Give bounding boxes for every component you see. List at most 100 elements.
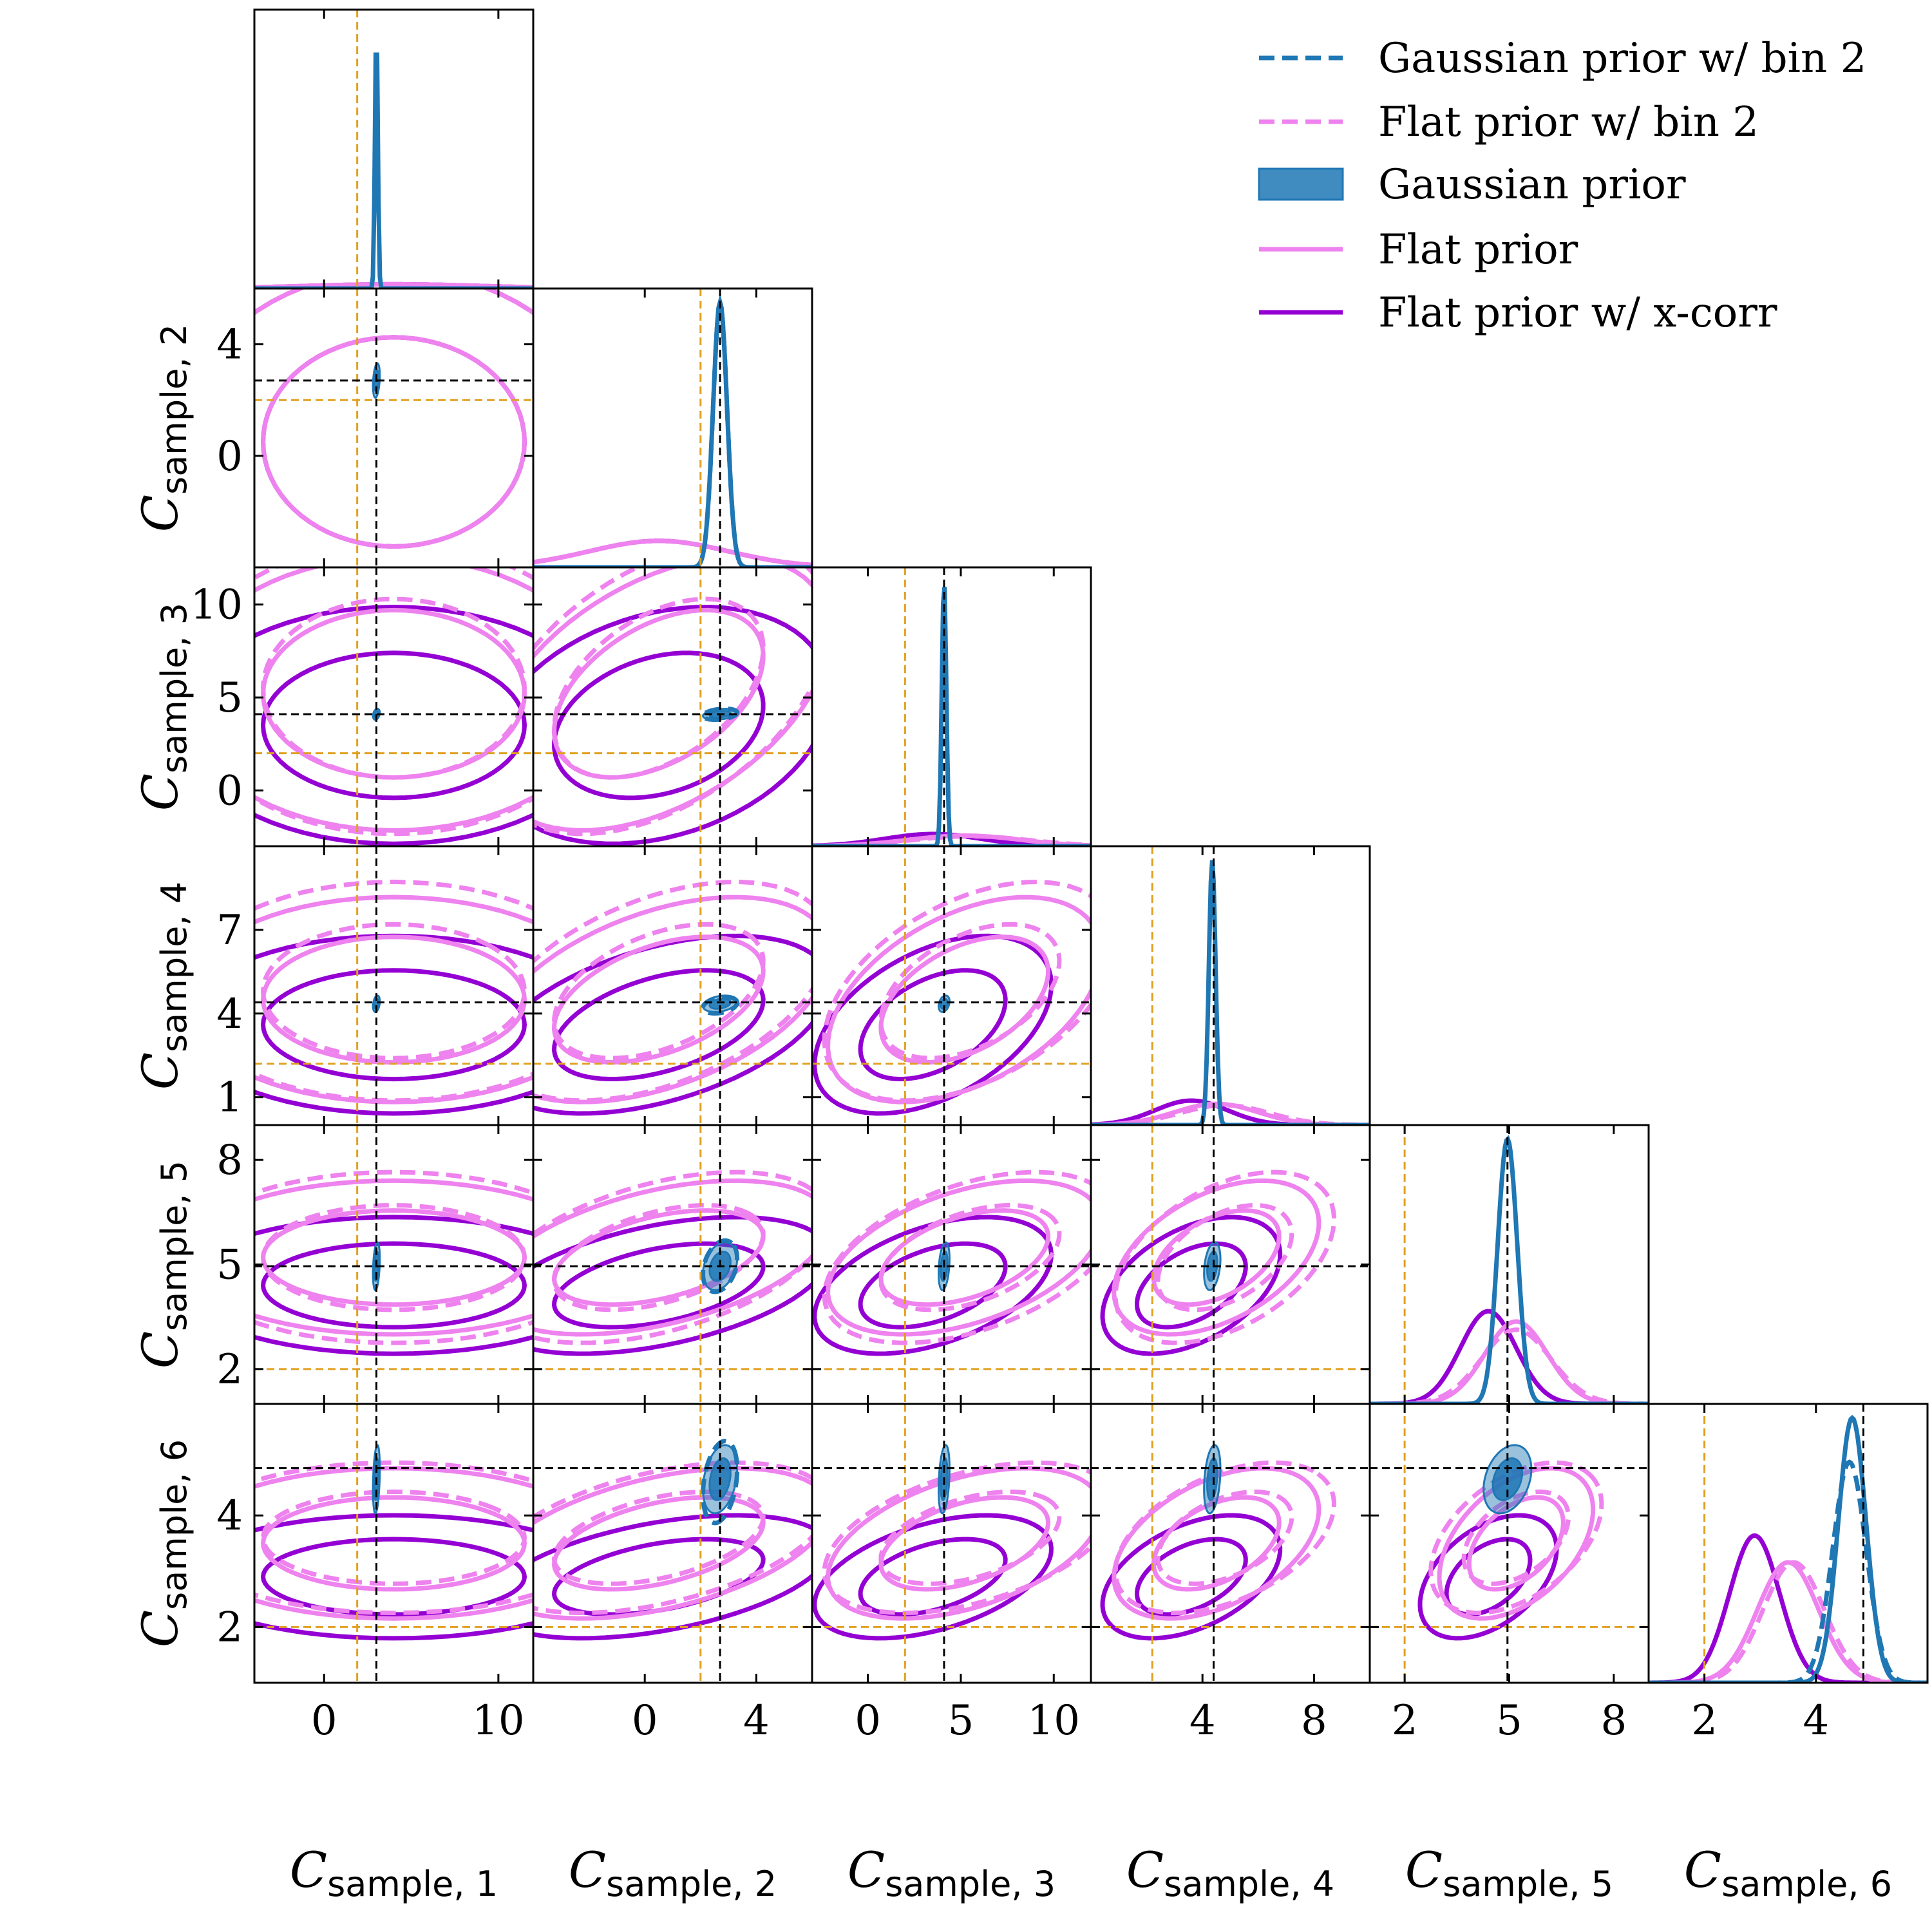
y-tick-label: 0: [216, 767, 243, 815]
legend-item-flat-bin2: Flat prior w/ bin 2: [1259, 99, 1759, 146]
contour-flat-prior: [551, 1495, 766, 1592]
legend-label-gaussian-prior: Gaussian prior: [1378, 161, 1686, 209]
panel-frame: [532, 287, 813, 569]
contour-flat-prior-w-bin-2: [1113, 1460, 1337, 1616]
contour-flat-prior-w-x-corr: [812, 1513, 1054, 1641]
y-axis-label-5: Csample, 5: [131, 1160, 194, 1368]
contour-flat-prior: [551, 934, 766, 1065]
contour-flat-prior-w-x-corr: [254, 933, 533, 1116]
x-axis-label-3: Csample, 3: [848, 1841, 1056, 1904]
panel-frame: [532, 1124, 813, 1405]
panel-content: [812, 1404, 1091, 1683]
contour-flat-prior-w-bin-2: [260, 922, 527, 1061]
panel-content: [533, 1404, 812, 1683]
x-tick-label: 10: [1028, 1697, 1080, 1745]
contour-flat-prior-w-x-corr: [551, 968, 766, 1082]
panel-frame: [1090, 1124, 1371, 1405]
panel-content: [254, 289, 533, 567]
x-tick-label: 4: [743, 1697, 770, 1745]
panel-frame: [811, 566, 1092, 848]
panel-frame: [253, 8, 535, 290]
contour-flat-prior-w-x-corr: [254, 604, 533, 846]
contour-flat-prior-w-x-corr: [552, 650, 766, 800]
marginal-curve: [1649, 1459, 1927, 1683]
contour-flat-prior: [533, 1178, 812, 1337]
contour-flat-prior-w-x-corr: [551, 1241, 766, 1330]
y-axis-label-2: Csample, 2: [131, 324, 194, 532]
x-tick-label: 10: [472, 1697, 524, 1745]
legend-item-flat-xcorr: Flat prior w/ x-corr: [1259, 289, 1777, 337]
legend-item-gaussian-prior: Gaussian prior: [1258, 161, 1686, 209]
contour-flat-prior: [878, 934, 1051, 1065]
y-tick-label: 4: [216, 1492, 243, 1540]
contour-flat-prior-w-bin-2: [878, 1202, 1062, 1312]
contour-flat-prior: [551, 607, 766, 780]
panel-6-6: [1647, 1403, 1929, 1684]
panel-1-1: [253, 8, 535, 290]
contour-flat-prior-w-x-corr: [533, 1513, 812, 1641]
y-tick-label: 4: [216, 990, 243, 1038]
panel-content: [1370, 1404, 1649, 1683]
contour-flat-prior: [826, 1466, 1091, 1621]
panel-5-4: [1090, 1124, 1371, 1405]
marginal-curve: [1649, 1533, 1927, 1683]
panel-4-3: [811, 845, 1092, 1126]
contour-gaussian-bin2: [701, 1238, 740, 1294]
contour-flat-prior: [254, 1178, 533, 1337]
contour-flat-prior-w-bin-2: [254, 1460, 533, 1616]
panel-content: [812, 567, 1091, 846]
panel-content: [254, 567, 533, 846]
contour-gaussian-bin2: [701, 994, 740, 1016]
x-tick-label: 8: [1601, 1697, 1627, 1745]
contour-flat-prior-w-bin-2: [533, 567, 812, 837]
panel-content: [533, 289, 812, 567]
contour-flat-prior-w-bin-2: [878, 922, 1062, 1061]
contour-gaussian-prior: [708, 998, 732, 1010]
contour-flat-prior: [533, 567, 812, 833]
y-axis-label-3: Csample, 3: [131, 603, 194, 811]
contour-flat-prior-w-x-corr: [533, 1215, 812, 1356]
contour-flat-prior-w-x-corr: [533, 605, 812, 846]
contour-flat-prior: [260, 1495, 527, 1592]
panel-3-3: [811, 566, 1092, 848]
contour-flat-prior-w-bin-2: [1461, 1489, 1571, 1586]
contour-flat-prior-w-bin-2: [260, 596, 527, 780]
legend-swatch-gaussian-prior: [1258, 167, 1344, 201]
contour-flat-prior-w-x-corr: [260, 650, 527, 800]
panel-content: [254, 1125, 533, 1404]
x-tick-label: 4: [1189, 1697, 1216, 1745]
marginal-curve: [254, 52, 533, 289]
panel-content: [254, 1404, 533, 1683]
panel-content: [1091, 1404, 1370, 1683]
panel-frame: [253, 845, 535, 1126]
panel-6-3: [811, 1403, 1092, 1684]
contour-flat-prior-w-bin-2: [551, 922, 766, 1061]
contour-flat-prior-w-x-corr: [260, 968, 527, 1082]
x-tick-label: 2: [1691, 1697, 1718, 1745]
contour-flat-prior-w-x-corr: [254, 1513, 533, 1641]
panel-3-1: [253, 566, 535, 848]
panel-content: [254, 10, 533, 289]
contour-flat-prior: [254, 567, 533, 833]
x-tick-label: 0: [311, 1697, 337, 1745]
panel-frame: [1647, 1403, 1929, 1684]
contour-flat-prior-w-bin-2: [822, 879, 1091, 1103]
contour-flat-prior-w-x-corr: [812, 933, 1054, 1116]
y-axis-label-6: Csample, 6: [131, 1439, 194, 1647]
contour-flat-prior: [254, 895, 533, 1104]
marginal-curve: [533, 294, 812, 567]
y-tick-label: 2: [216, 1346, 243, 1394]
x-tick-label: 5: [1496, 1697, 1522, 1745]
contour-flat-prior-w-bin-2: [533, 1170, 812, 1345]
panel-frame: [1090, 845, 1371, 1126]
contour-flat-prior-w-x-corr: [260, 1241, 527, 1330]
panel-content: [1091, 846, 1370, 1125]
marginal-curve: [254, 281, 533, 289]
panel-frame: [253, 287, 535, 569]
panel-content: [1091, 1125, 1370, 1404]
contour-gaussian-bin2: [701, 1439, 740, 1526]
contour-flat-prior-w-bin-2: [533, 1460, 812, 1616]
legend-item-flat-prior: Flat prior: [1259, 226, 1578, 274]
x-tick-label: 8: [1301, 1697, 1327, 1745]
